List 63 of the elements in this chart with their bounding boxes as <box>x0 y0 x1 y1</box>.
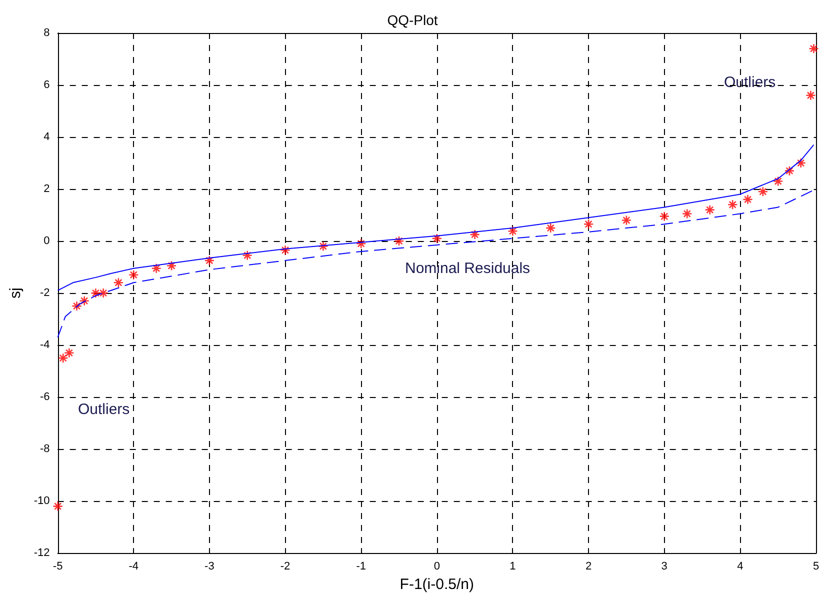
point <box>280 244 290 256</box>
point <box>806 90 816 101</box>
point <box>394 236 404 246</box>
x-tick-label: -3 <box>204 560 214 573</box>
y-tick-label: -4 <box>40 339 50 352</box>
x-axis-title: F-1(i-0.5/n) <box>400 576 474 593</box>
point <box>52 501 63 512</box>
point <box>470 229 480 240</box>
x-tick-label: -2 <box>280 560 290 573</box>
y-tick-label: 6 <box>44 79 50 92</box>
point <box>704 204 715 215</box>
y-tick-label: -10 <box>34 495 50 508</box>
y-tick-label: -8 <box>40 443 50 456</box>
point <box>682 208 692 219</box>
annotation: Nominal Residuals <box>405 260 530 277</box>
point <box>58 352 68 364</box>
x-tick-label: -5 <box>52 560 63 573</box>
annotation: Outliers <box>78 401 130 418</box>
point <box>772 176 784 186</box>
point <box>621 215 632 226</box>
y-tick-label: -12 <box>34 547 50 560</box>
point <box>659 211 670 222</box>
point <box>128 270 139 280</box>
point <box>204 255 215 266</box>
x-tick-label: -4 <box>128 560 139 573</box>
x-tick-label: 3 <box>661 560 668 573</box>
point <box>583 218 594 230</box>
y-tick-label: 0 <box>44 235 50 248</box>
x-tick-label: 5 <box>812 560 820 573</box>
x-tick-label: 1 <box>510 560 516 573</box>
y-tick-label: 2 <box>44 183 50 196</box>
point <box>72 300 82 312</box>
y-axis-title: sj <box>7 288 24 298</box>
x-tick-label: 2 <box>585 560 592 573</box>
point <box>79 296 90 306</box>
point <box>98 288 108 298</box>
x-tick-label: 0 <box>434 560 440 573</box>
annotation: Outliers <box>724 74 776 91</box>
point <box>727 199 738 210</box>
y-tick-label: 4 <box>44 131 50 144</box>
x-tick-label: -1 <box>356 560 366 573</box>
point <box>90 288 101 298</box>
point <box>64 348 74 358</box>
y-tick-label: -6 <box>40 391 50 404</box>
point <box>796 158 806 168</box>
point <box>151 263 162 274</box>
point <box>758 186 768 197</box>
line-series <box>57 144 814 291</box>
point <box>432 233 442 244</box>
point <box>318 241 328 252</box>
y-tick-label: -2 <box>40 287 50 300</box>
point <box>784 166 795 176</box>
point <box>545 222 556 234</box>
chart-title: QQ-Plot <box>387 12 438 28</box>
point <box>113 278 124 288</box>
x-tick-label: 4 <box>737 560 744 573</box>
point <box>808 43 819 54</box>
point <box>242 250 252 260</box>
point <box>166 260 177 271</box>
point <box>742 194 753 205</box>
point <box>356 238 366 249</box>
point <box>508 226 518 236</box>
y-tick-label: 8 <box>44 27 50 39</box>
